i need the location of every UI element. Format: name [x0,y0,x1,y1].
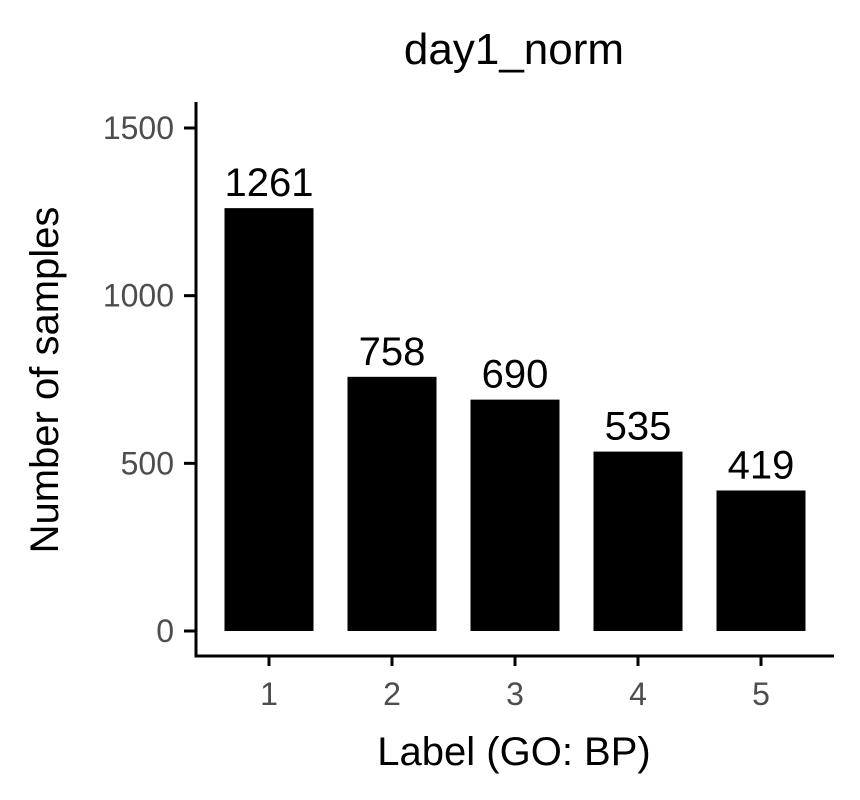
chart-title: day1_norm [404,25,624,74]
x-tick-label-4: 4 [629,676,647,712]
data-label-1: 1261 [225,161,314,205]
x-tick-label-3: 3 [506,676,524,712]
data-label-4: 535 [605,405,672,449]
x-tick-label-1: 1 [260,676,278,712]
data-label-5: 419 [728,443,795,487]
y-tick-label-1000: 1000 [103,278,174,314]
x-ticks-group: 1 2 3 4 5 [260,656,770,712]
bar-4 [593,451,683,631]
x-tick-label-2: 2 [383,676,401,712]
bar-2 [347,376,437,631]
y-tick-label-1500: 1500 [103,110,174,146]
bar-5 [716,490,806,631]
bars-group: 1261 758 690 535 419 [224,161,806,632]
bar-3 [470,399,560,631]
data-label-3: 690 [482,353,549,397]
bar-1 [224,208,314,632]
x-tick-label-5: 5 [752,676,770,712]
x-axis-title: Label (GO: BP) [377,730,650,774]
y-ticks-group: 0 500 1000 1500 [103,110,196,649]
data-label-2: 758 [359,330,426,374]
y-tick-label-0: 0 [156,613,174,649]
y-tick-label-500: 500 [121,445,174,481]
y-axis-title: Number of samples [23,207,67,554]
